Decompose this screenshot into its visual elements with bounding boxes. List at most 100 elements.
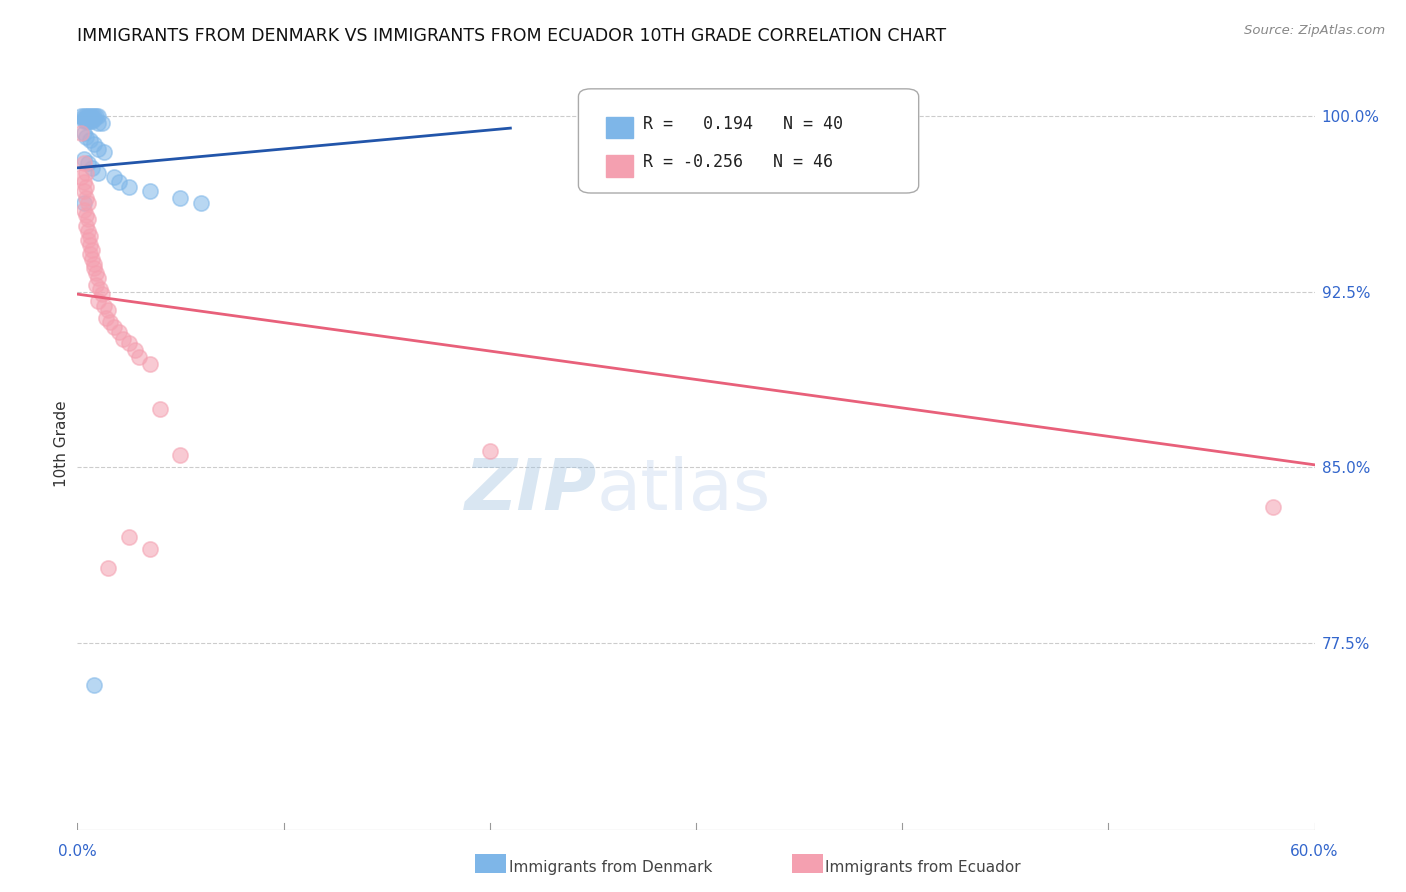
Point (87, 116, 110, 130)
Point (87, 110, 110, 124)
Point (76, 114, 98, 128)
Point (70, 170, 93, 185)
Point (79, 247, 101, 261)
Point (79, 228, 101, 243)
Point (97, 303, 120, 318)
Point (79, 114, 101, 128)
Point (72, 156, 94, 170)
Point (72, 114, 94, 128)
Point (72, 152, 94, 166)
Point (149, 401, 172, 416)
Point (76, 233, 98, 247)
Point (87, 294, 110, 309)
Point (72, 126, 94, 140)
Point (87, 270, 110, 285)
Bar (606, 155, 633, 177)
Point (89, 282, 111, 296)
Point (87, 142, 110, 156)
Text: ZIP: ZIP (465, 456, 598, 524)
Point (118, 336, 141, 351)
Point (79, 238, 101, 252)
Point (96, 310, 118, 325)
Point (80, 110, 103, 124)
Bar (606, 117, 633, 138)
Point (79, 112, 101, 126)
Point (76, 212, 98, 227)
FancyBboxPatch shape (578, 89, 918, 193)
Point (91, 116, 114, 130)
Point (75, 179, 97, 194)
Point (83, 677, 105, 691)
Point (70, 126, 93, 140)
Text: Source: ZipAtlas.com: Source: ZipAtlas.com (1244, 24, 1385, 37)
Point (75, 191, 97, 205)
Point (103, 170, 125, 185)
Point (93, 145, 115, 159)
Y-axis label: 10th Grade: 10th Grade (53, 401, 69, 487)
Point (75, 130, 97, 145)
Point (118, 530, 141, 544)
Point (75, 165, 97, 179)
Text: atlas: atlas (598, 456, 772, 524)
Point (72, 202, 94, 217)
Point (107, 325, 129, 339)
Point (80, 161, 103, 175)
Point (80, 252, 103, 266)
Point (72, 112, 94, 126)
Point (83, 257, 105, 271)
Point (76, 156, 98, 170)
Point (72, 196, 94, 211)
Point (103, 319, 125, 334)
Point (80, 243, 103, 257)
Point (138, 184, 160, 198)
Point (169, 191, 191, 205)
Text: IMMIGRANTS FROM DENMARK VS IMMIGRANTS FROM ECUADOR 10TH GRADE CORRELATION CHART: IMMIGRANTS FROM DENMARK VS IMMIGRANTS FR… (77, 28, 946, 45)
Point (169, 449, 191, 463)
Point (84, 110, 107, 124)
Point (97, 560, 120, 574)
Text: 60.0%: 60.0% (1291, 844, 1339, 859)
Point (111, 332, 134, 346)
Point (76, 224, 98, 238)
Point (75, 114, 97, 128)
Point (79, 133, 101, 147)
Point (75, 112, 97, 126)
Point (87, 165, 110, 179)
Point (1263, 500, 1285, 514)
Point (70, 110, 93, 124)
Point (75, 208, 97, 222)
Point (72, 184, 94, 198)
Text: R =   0.194   N = 40: R = 0.194 N = 40 (643, 115, 842, 133)
Point (72, 175, 94, 189)
Point (138, 541, 160, 556)
Point (478, 443, 501, 458)
Point (83, 261, 105, 276)
Point (76, 112, 98, 126)
Point (107, 175, 129, 189)
Point (118, 179, 141, 194)
Point (98, 315, 121, 329)
Point (75, 110, 97, 124)
Point (83, 137, 105, 152)
Point (76, 110, 98, 124)
Point (76, 196, 98, 211)
Point (128, 351, 150, 365)
Point (80, 114, 103, 128)
Point (138, 357, 160, 371)
Point (84, 277, 107, 292)
Text: R = -0.256   N = 46: R = -0.256 N = 46 (643, 153, 832, 171)
Point (91, 287, 114, 301)
Text: 0.0%: 0.0% (58, 844, 97, 859)
Text: Immigrants from Denmark: Immigrants from Denmark (509, 860, 713, 874)
Point (84, 266, 107, 280)
Point (79, 110, 101, 124)
Point (93, 299, 115, 313)
Point (72, 110, 94, 124)
Point (83, 112, 105, 126)
Point (190, 196, 212, 211)
Point (83, 110, 105, 124)
Text: Immigrants from Ecuador: Immigrants from Ecuador (825, 860, 1021, 874)
Point (75, 219, 97, 234)
Point (80, 112, 103, 126)
Point (124, 343, 146, 358)
